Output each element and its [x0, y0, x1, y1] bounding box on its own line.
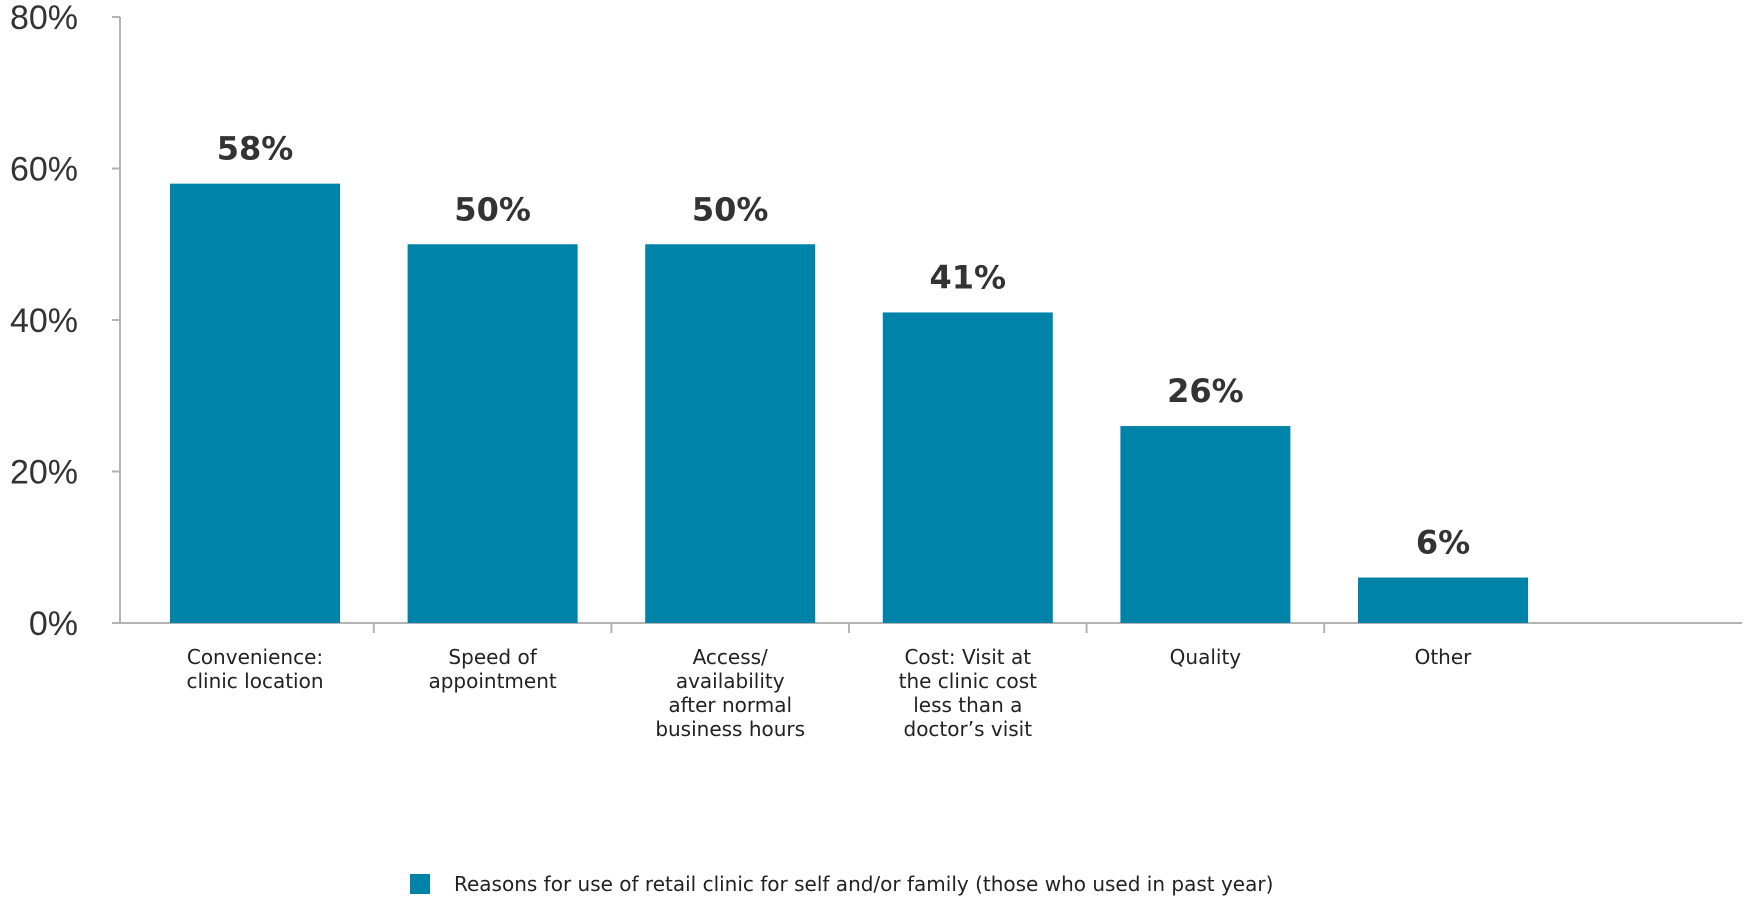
data-label: 58% — [217, 130, 294, 168]
category-label-line: Cost: Visit at — [904, 645, 1031, 669]
legend-label: Reasons for use of retail clinic for sel… — [454, 872, 1274, 896]
category-label-line: Other — [1415, 645, 1473, 669]
category-label-line: the clinic cost — [899, 669, 1038, 693]
category-label-line: availability — [676, 669, 785, 693]
bar — [407, 244, 578, 623]
category-label: Other — [1415, 645, 1473, 669]
bar — [1120, 426, 1291, 623]
y-tick-label: 0% — [29, 605, 78, 643]
category-label-line: less than a — [913, 693, 1022, 717]
y-tick-label: 80% — [10, 0, 78, 37]
bar — [170, 183, 340, 623]
bar — [645, 244, 816, 623]
category-label-line: Convenience: — [187, 645, 323, 669]
y-tick-label: 60% — [10, 151, 78, 189]
data-label: 50% — [454, 190, 531, 228]
y-tick-label: 40% — [10, 302, 78, 340]
legend: Reasons for use of retail clinic for sel… — [410, 872, 1273, 896]
bar — [1358, 577, 1528, 623]
category-label: Access/availability after normal business … — [655, 645, 805, 741]
category-label-line: clinic location — [186, 669, 323, 693]
category-label-line: doctor’s visit — [904, 717, 1033, 741]
data-label: 6% — [1416, 524, 1470, 562]
category-label: Speed of appointment — [428, 645, 556, 693]
legend-swatch — [410, 874, 430, 894]
category-label: Quality — [1170, 645, 1242, 669]
category-label: Convenience: clinic location — [186, 645, 323, 693]
y-tick-label: 20% — [10, 454, 78, 492]
category-label-line: Quality — [1170, 645, 1242, 669]
category-label: Cost: Visit at the clinic cost less than a… — [899, 645, 1038, 741]
data-label: 41% — [930, 258, 1007, 296]
bar — [882, 312, 1053, 623]
category-label-line: business hours — [655, 717, 805, 741]
category-label-line: Access/ — [693, 645, 768, 669]
category-label-line: appointment — [428, 669, 556, 693]
category-label-line: Speed of — [448, 645, 537, 669]
category-label-line: after normal — [668, 693, 792, 717]
data-label: 50% — [692, 190, 769, 228]
data-label: 26% — [1167, 372, 1244, 410]
